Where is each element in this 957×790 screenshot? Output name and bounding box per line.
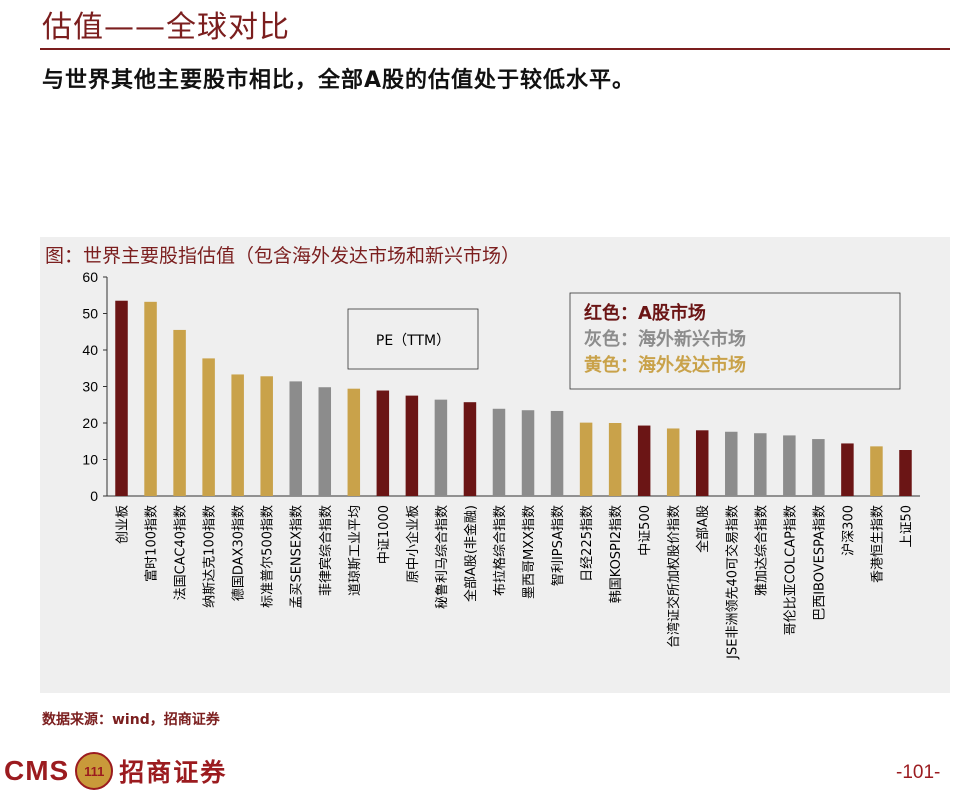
- bar: [115, 300, 128, 496]
- bar: [376, 390, 390, 496]
- x-tick-label: 沪深300: [840, 505, 856, 556]
- bar: [260, 376, 273, 496]
- bar: [173, 329, 186, 496]
- x-tick-label: 秘鲁利马综合指数: [435, 505, 450, 609]
- x-tick-label: 布拉格综合指数: [492, 505, 508, 596]
- x-tick-label: 日经225指数: [580, 505, 595, 582]
- logo-latin: CMS: [4, 755, 70, 786]
- bar: [666, 428, 680, 496]
- x-tick-label: 中证500: [638, 505, 653, 556]
- bar: [202, 358, 215, 496]
- x-tick-label: 香港恒生指数: [870, 505, 885, 583]
- logo-badge-icon: 111: [75, 752, 114, 790]
- y-tick-label: 30: [82, 379, 98, 395]
- chart-title: 图：世界主要股指估值（包含海外发达市场和新兴市场）: [45, 245, 521, 267]
- x-tick-label: 上证50: [899, 505, 914, 548]
- legend-entry: 红色：A股市场: [584, 302, 706, 324]
- x-tick-label: 道琼斯工业平均: [348, 505, 363, 596]
- data-source: 数据来源：wind，招商证券: [42, 712, 220, 728]
- bar: [608, 423, 622, 496]
- bar: [318, 387, 332, 496]
- x-tick-label: 孟买SENSEX指数: [290, 505, 305, 609]
- bar: [347, 388, 361, 496]
- page-title: 估值——全球对比: [42, 10, 290, 45]
- bar: [725, 431, 738, 496]
- bar: [405, 395, 419, 496]
- x-tick-label: 智利IPSA指数: [551, 505, 566, 586]
- y-tick-label: 50: [82, 306, 98, 322]
- bar: [870, 446, 883, 496]
- x-tick-label: JSE非洲领先40可交易指数: [724, 505, 740, 660]
- title-divider: [40, 48, 950, 50]
- x-tick-label: 原中小企业板: [405, 505, 421, 583]
- bar: [637, 425, 651, 496]
- bar: [695, 430, 709, 496]
- bar: [812, 439, 825, 496]
- x-tick-label: 墨西哥MXX指数: [522, 505, 537, 599]
- bar-chart: 0 10 20 30 40 50 60 创业板 富时100指数 法国CAC40指数 纳斯达克100指…: [82, 269, 920, 660]
- bar: [231, 374, 244, 496]
- bar: [289, 381, 302, 496]
- brand-logo: CMS 111 招商证券: [4, 752, 227, 790]
- x-tick-label: 哥伦比亚COLCAP指数: [783, 505, 798, 635]
- bar: [899, 450, 912, 496]
- logo-chinese: 招商证券: [119, 758, 228, 787]
- x-tick-label: 创业板: [116, 505, 131, 544]
- legend-entry: 灰色：海外新兴市场: [584, 328, 746, 350]
- legend-entry: 黄色：海外发达市场: [584, 354, 746, 376]
- x-tick-label: 韩国KOSPI2指数: [609, 505, 624, 603]
- page-number: -101-: [896, 762, 941, 783]
- series-label: PE（TTM）: [376, 333, 450, 349]
- bar: [463, 402, 477, 496]
- x-tick-label: 纳斯达克100指数: [203, 505, 218, 608]
- legend-box: [569, 292, 901, 390]
- x-tick-label: 台湾证交所加权股价指数: [666, 505, 682, 648]
- x-tick-label: 富时100指数: [144, 505, 160, 582]
- y-tick-label: 0: [90, 488, 98, 504]
- x-tick-label: 标准普尔500指数: [261, 505, 276, 608]
- x-tick-label: 全部A股(非金融): [463, 505, 479, 602]
- x-tick-label: 雅加达综合指数: [754, 505, 769, 596]
- logo-badge-text: 111: [84, 763, 105, 779]
- x-tick-label: 德国DAX30指数: [232, 505, 247, 601]
- bar: [434, 399, 448, 496]
- series-label-box: [347, 308, 479, 370]
- bar: [579, 422, 593, 496]
- bar: [492, 408, 506, 496]
- y-tick-label: 20: [82, 415, 98, 431]
- bar: [841, 443, 854, 496]
- bar: [783, 435, 796, 496]
- bar: [144, 301, 157, 496]
- x-tick-label: 菲律宾综合指数: [318, 505, 334, 596]
- bar: [550, 410, 564, 496]
- bar: [521, 410, 535, 496]
- y-tick-label: 60: [82, 269, 98, 285]
- y-tick-label: 40: [82, 342, 98, 358]
- x-tick-label: 中证1000: [377, 505, 392, 564]
- x-tick-label: 法国CAC40指数: [174, 505, 189, 600]
- x-tick-label: 全部A股: [695, 505, 711, 553]
- bar: [754, 433, 767, 496]
- y-tick-label: 10: [82, 452, 98, 468]
- page-subtitle: 与世界其他主要股市相比，全部A股的估值处于较低水平。: [42, 68, 636, 93]
- x-tick-label: 巴西IBOVESPA指数: [812, 505, 827, 621]
